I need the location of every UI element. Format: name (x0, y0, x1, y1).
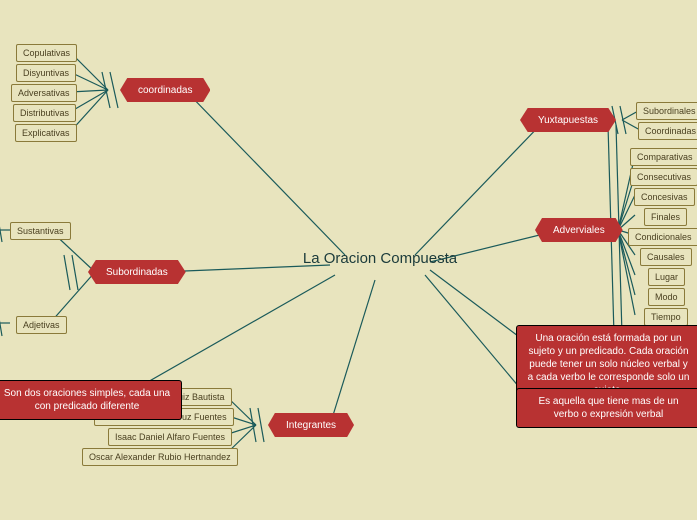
leaf-adv-7: Modo (648, 288, 685, 306)
leaf-adv-2: Concesivas (634, 188, 695, 206)
leaf-sustantivas: Sustantivas (10, 222, 71, 240)
leaf-integrante-2: Isaac Daniel Alfaro Fuentes (108, 428, 232, 446)
leaf-adjetivas: Adjetivas (16, 316, 67, 334)
leaf-adv-5: Causales (640, 248, 692, 266)
leaf-adv-1: Consecutivas (630, 168, 697, 186)
branch-coordinadas: coordinadas (120, 78, 210, 102)
leaf-copulativas: Copulativas (16, 44, 77, 62)
leaf-adv-4: Condicionales (628, 228, 697, 246)
leaf-yuxt-subordinales: Subordinales (636, 102, 697, 120)
branch-yuxtapuestas: Yuxtapuestas (520, 108, 616, 132)
leaf-explicativas: Explicativas (15, 124, 77, 142)
textbox-def2: Es aquella que tiene mas de un verbo o e… (516, 388, 697, 428)
textbox-def3: Son dos oraciones simples, cada una con … (0, 380, 182, 420)
leaf-disyuntivas: Disyuntivas (16, 64, 76, 82)
leaf-adv-8: Tiempo (644, 308, 688, 326)
leaf-adversativas: Adversativas (11, 84, 77, 102)
branch-subordinadas: Subordinadas (88, 260, 186, 284)
leaf-adv-3: Finales (644, 208, 687, 226)
leaf-adv-0: Comparativas (630, 148, 697, 166)
branch-adverbiales: Adverviales (535, 218, 623, 242)
leaf-yuxt-coordinadas: Coordinadas (638, 122, 697, 140)
branch-integrantes: Integrantes (268, 413, 354, 437)
leaf-integrante-3: Oscar Alexander Rubio Hertnandez (82, 448, 238, 466)
center-node: La Oracion Compuesta (280, 250, 480, 267)
leaf-distributivas: Distributivas (13, 104, 76, 122)
leaf-adv-6: Lugar (648, 268, 685, 286)
